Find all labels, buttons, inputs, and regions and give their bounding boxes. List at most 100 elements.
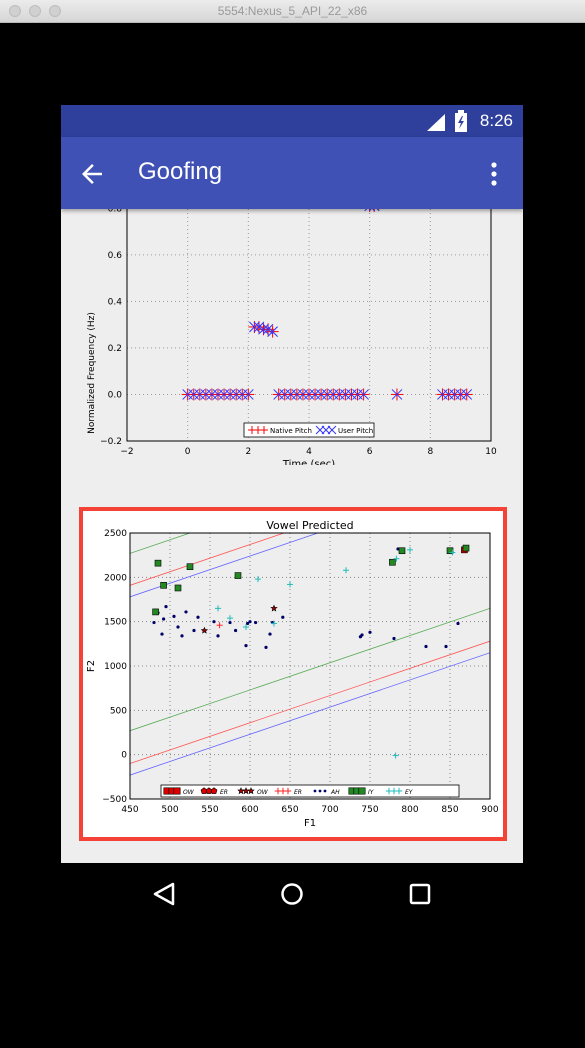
pitch-legend-marker-b <box>327 425 337 435</box>
vowel-point-c <box>264 645 268 649</box>
pitch-point <box>258 323 269 335</box>
vowel-point-s <box>200 626 209 634</box>
vowel-point <box>215 605 221 612</box>
pitch-point <box>242 389 254 400</box>
vowel-chart-ylabel: F2 <box>86 660 97 672</box>
pitch-ytick: 0.2 <box>108 344 122 354</box>
square-recents-icon[interactable] <box>403 877 437 911</box>
vowel-point <box>200 626 209 634</box>
vowel-point-c <box>281 615 285 619</box>
vowel-boundary-line <box>130 533 320 598</box>
pitch-point <box>358 389 369 400</box>
pitch-ytick: 0.6 <box>108 251 123 261</box>
vowel-point-c <box>176 625 180 629</box>
vowel-boundary-line <box>130 607 490 732</box>
vowel-point-c <box>392 636 396 641</box>
pitch-ytick: 0.4 <box>108 297 123 307</box>
window-close-button[interactable] <box>9 5 21 17</box>
circle-home-icon[interactable] <box>275 877 309 911</box>
vowel-legend-marker <box>358 787 366 795</box>
vowel-ytick: 2500 <box>104 529 127 539</box>
pitch-legend-marker <box>327 425 337 435</box>
vowel-legend-marker <box>395 787 403 795</box>
vowel-point-c <box>172 614 176 618</box>
vowel-point-c <box>160 632 164 636</box>
vowel-legend-marker <box>173 787 181 795</box>
vowel-point-c <box>212 620 216 624</box>
vowel-point <box>192 628 196 633</box>
vowel-point <box>248 620 252 624</box>
more-vert-icon[interactable] <box>481 159 507 189</box>
vowel-point-sq <box>160 582 167 589</box>
vowel-point <box>343 567 349 574</box>
vowel-point <box>271 620 277 627</box>
window-minimize-button[interactable] <box>29 5 41 17</box>
vowel-point <box>456 621 460 626</box>
vowel-legend-marker <box>323 789 327 793</box>
vowel-point <box>212 620 216 624</box>
app-bar: Goofing <box>61 137 523 209</box>
vowel-point-c <box>424 644 428 649</box>
pitch-point-b <box>253 321 265 333</box>
vowel-point <box>281 615 285 619</box>
pitch-point-b <box>249 321 260 333</box>
vowel-point-sq <box>154 559 162 567</box>
pitch-xtick: 6 <box>367 447 373 457</box>
vowel-point <box>444 644 448 649</box>
vowel-xtick: 850 <box>441 805 458 815</box>
battery-icon <box>455 110 467 132</box>
vowel-chart-frame <box>129 532 491 800</box>
vowel-point <box>154 559 162 567</box>
vowel-point <box>287 581 293 588</box>
pitch-chart: −2 0 2 4 6 8 10−0.20.00.20.40.60.8 Time (sec) … <box>87 205 497 465</box>
signal-icon <box>427 114 445 131</box>
window-titlebar: 5554:Nexus_5_API_22_x86 <box>0 0 585 23</box>
vowel-point <box>228 620 232 625</box>
pitch-xtick: 4 <box>306 447 312 457</box>
pitch-point <box>461 389 473 400</box>
vowel-ytick: −500 <box>102 795 127 805</box>
window-title: 5554:Nexus_5_API_22_x86 <box>217 4 368 18</box>
vowel-point <box>186 563 194 570</box>
triangle-back-icon[interactable] <box>147 877 181 911</box>
vowel-point-sq <box>462 544 470 552</box>
vowel-point-c <box>444 644 448 649</box>
window-zoom-button[interactable] <box>49 5 61 17</box>
vowel-ytick: 2000 <box>104 573 127 583</box>
vowel-point <box>368 630 372 634</box>
vowel-point-c <box>254 620 258 625</box>
vowel-point-sq <box>446 547 454 555</box>
vowel-legend-box <box>160 784 460 798</box>
pitch-chart-ticks: −2 0 2 4 6 8 10 −0.2 0.0 0.2 0.4 0.6 0.8 <box>100 205 497 457</box>
vowel-legend-marker <box>247 786 255 795</box>
vowel-point <box>152 620 156 625</box>
pitch-point-b <box>461 389 473 400</box>
pitch-legend-box <box>243 422 375 438</box>
pitch-chart-frame <box>126 205 492 442</box>
vowel-point <box>264 645 268 649</box>
vowel-legend-label: EY <box>405 789 414 796</box>
vowel-point <box>180 634 184 638</box>
vowel-legend-marker-s <box>247 786 255 795</box>
vowel-ytick: 1000 <box>104 662 127 672</box>
vowel-point-sq <box>186 563 194 570</box>
vowel-point <box>255 576 261 583</box>
vowel-point-sq <box>234 572 242 579</box>
vowel-legend-marker-p <box>210 787 218 794</box>
arrow-back-icon[interactable] <box>77 159 107 189</box>
vowel-xtick: 800 <box>401 805 418 815</box>
vowel-point <box>393 555 400 562</box>
vowel-point <box>254 620 258 625</box>
vowel-legend-marker <box>318 789 322 793</box>
pitch-chart-points <box>181 205 473 401</box>
vowel-legend-label: AH <box>330 789 340 796</box>
vowel-point <box>392 636 396 641</box>
vowel-point <box>270 604 278 612</box>
vowel-chart-legend: OW ER OW ER AH IY EY <box>160 784 460 798</box>
vowel-point-sq <box>398 547 406 555</box>
vowel-xtick: 550 <box>201 805 218 815</box>
vowel-point <box>184 610 188 614</box>
vowel-point-c <box>268 632 272 636</box>
vowel-point-c <box>192 628 196 633</box>
vowel-chart: Vowel Predicted 450 500 550 600 650 700 750 800… <box>81 509 505 839</box>
